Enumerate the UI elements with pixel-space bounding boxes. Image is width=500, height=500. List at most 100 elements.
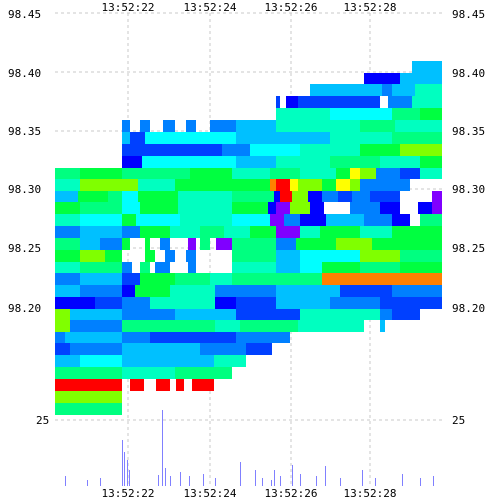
heatmap-cell	[330, 156, 380, 168]
volume-bar	[100, 478, 101, 486]
volume-bar	[158, 475, 159, 486]
volume-bar	[162, 410, 163, 486]
y-tick-right: 98.30	[452, 183, 485, 196]
heatmap-cell	[276, 262, 300, 273]
x-tick-bottom: 13:52:28	[344, 487, 397, 500]
heatmap-cell	[382, 84, 392, 96]
volume-bar	[65, 476, 66, 486]
heatmap-cell	[188, 262, 196, 273]
heatmap-cell	[105, 250, 122, 262]
heatmap-cell	[95, 297, 122, 309]
heatmap-cell	[395, 120, 442, 132]
heatmap-cell	[232, 238, 276, 250]
heatmap-cell	[210, 120, 236, 132]
x-tick-bottom: 13:52:24	[184, 487, 237, 500]
heatmap-cell	[400, 250, 442, 262]
y-tick-left: 98.20	[8, 302, 41, 315]
volume-bars	[65, 410, 434, 486]
heatmap-cell	[276, 108, 330, 120]
heatmap-cell	[336, 179, 350, 191]
heatmap-cell	[432, 202, 442, 214]
y-tick-left: 98.30	[8, 183, 41, 196]
heatmap-cell	[412, 61, 442, 73]
heatmap-cell	[290, 202, 310, 214]
heatmap-cell	[240, 320, 298, 332]
volume-bar	[87, 480, 88, 486]
heatmap-cell	[140, 120, 150, 132]
volume-bar	[340, 478, 341, 486]
heatmap-cell	[55, 202, 80, 214]
heatmap-cell	[330, 108, 392, 120]
y-tick-left: 98.35	[8, 125, 41, 138]
volume-bar	[165, 468, 166, 486]
heatmap-cell	[55, 379, 122, 391]
volume-tick-left: 25	[36, 414, 49, 427]
heatmap-cell	[136, 214, 180, 226]
heatmap-cell	[55, 367, 122, 379]
y-tick-right: 98.20	[452, 302, 485, 315]
heatmap-cell	[70, 309, 122, 320]
volume-bar	[375, 478, 376, 486]
heatmap-cell	[432, 191, 442, 202]
heatmap-cell	[322, 179, 336, 191]
heatmap-cell	[236, 309, 300, 320]
heatmap-cell	[380, 156, 420, 168]
heatmap-cell	[55, 297, 95, 309]
heatmap-cell	[232, 202, 268, 214]
heatmap-cell	[298, 96, 380, 108]
heatmap-cell	[122, 285, 135, 297]
y-tick-left: 98.45	[8, 8, 41, 21]
heatmap-cell	[360, 262, 400, 273]
heatmap-cell	[310, 202, 324, 214]
heatmap-cell	[122, 262, 132, 273]
heatmap-cell	[186, 250, 196, 262]
heatmap-cell	[330, 297, 380, 309]
heatmap-cell	[290, 179, 298, 191]
heatmap-cell	[420, 214, 442, 226]
heatmap-cell	[192, 379, 214, 391]
heatmap-cell	[276, 238, 296, 250]
y-tick-right: 98.45	[452, 8, 485, 21]
heatmap-cell	[140, 202, 178, 214]
heatmap-cell	[138, 191, 178, 202]
heatmap-cell	[122, 297, 150, 309]
heatmap-cell	[300, 226, 320, 238]
heatmap-cell	[236, 120, 276, 132]
heatmap-cell	[216, 238, 232, 250]
heatmap-cell	[80, 214, 122, 226]
heatmap-cell	[298, 320, 364, 332]
heatmap-cell	[140, 273, 175, 285]
heatmap-cell	[122, 355, 214, 367]
heatmap-cell	[55, 179, 80, 191]
heatmap-cell	[400, 73, 442, 84]
heatmap-cell	[175, 273, 210, 285]
heatmap-cell	[145, 238, 150, 250]
heatmap-cell	[80, 168, 122, 179]
heatmap-cell	[142, 156, 236, 168]
heatmap-cell	[122, 156, 142, 168]
volume-bar	[420, 478, 421, 486]
heatmap-cell	[175, 309, 236, 320]
heatmap-cell	[270, 179, 276, 191]
volume-tick-right: 25	[452, 414, 465, 427]
heatmap-cell	[330, 132, 392, 144]
heatmap-cell	[80, 179, 138, 191]
heatmap-cell	[360, 120, 395, 132]
x-tick-top: 13:52:24	[184, 1, 237, 14]
heatmap-cell	[122, 309, 175, 320]
heatmap-cell	[286, 96, 298, 108]
heatmap-cell	[360, 168, 376, 179]
heatmap-cell	[122, 273, 140, 285]
heatmap-cell	[180, 214, 232, 226]
heatmap-cell	[276, 297, 330, 309]
heatmap-cell	[370, 191, 400, 202]
heatmap-cell	[122, 214, 136, 226]
heatmap-cell	[420, 156, 442, 168]
heatmap-cell	[55, 238, 80, 250]
heatmap-cell	[364, 73, 400, 84]
heatmap-cell	[80, 202, 122, 214]
volume-bar	[262, 478, 263, 486]
heatmap-cell	[55, 273, 80, 285]
heatmap-cell	[170, 226, 200, 238]
heatmap-cell	[276, 226, 300, 238]
